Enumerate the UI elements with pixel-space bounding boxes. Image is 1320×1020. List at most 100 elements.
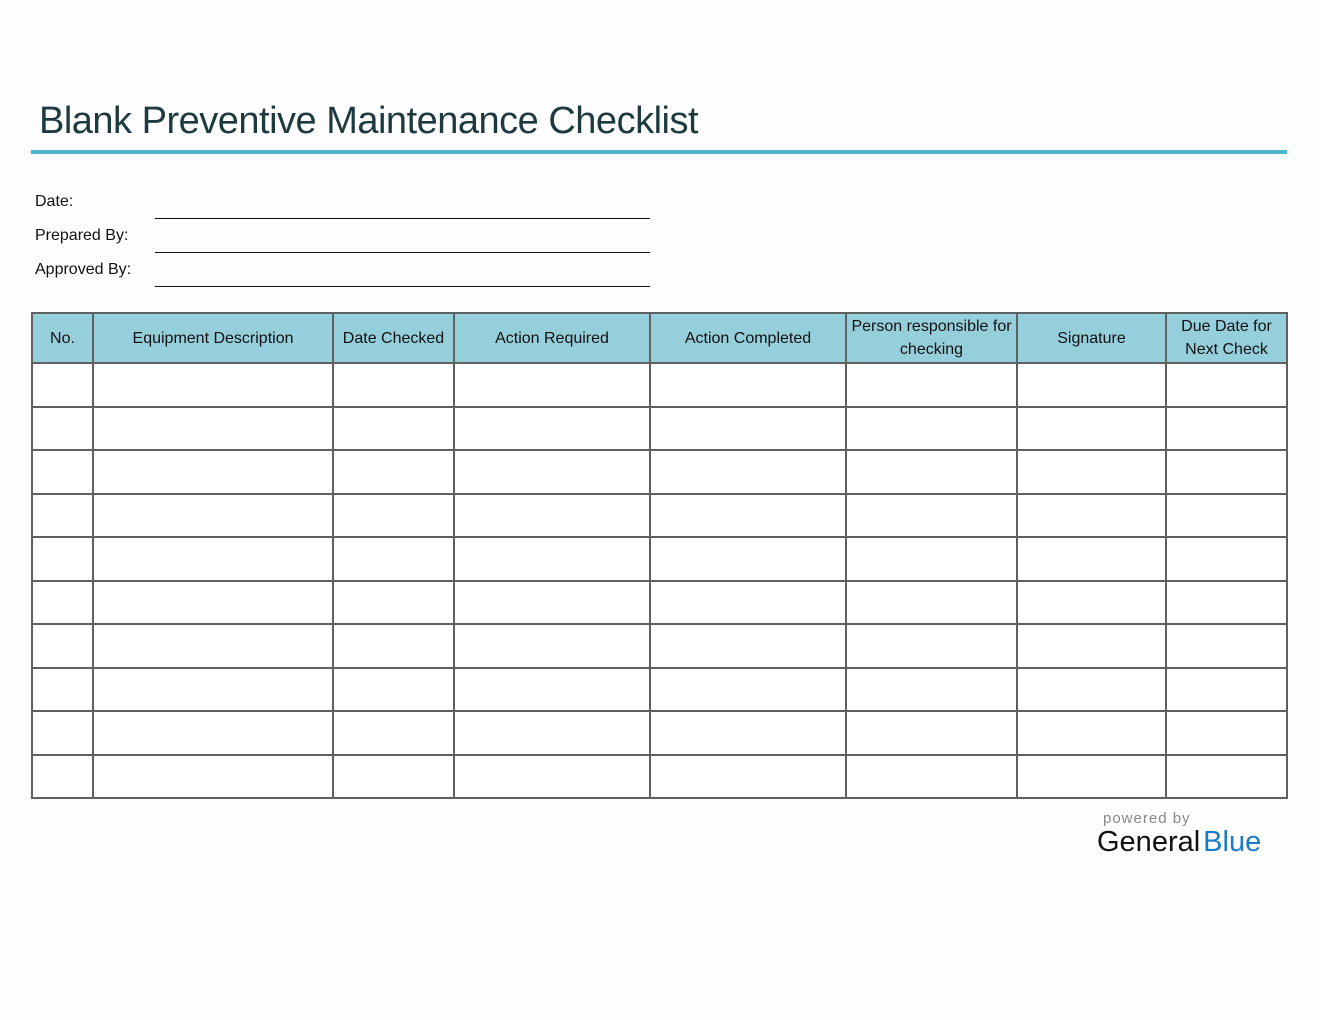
table-cell[interactable] <box>332 449 455 495</box>
table-cell[interactable] <box>1165 405 1288 451</box>
table-cell[interactable] <box>332 536 455 582</box>
table-cell[interactable] <box>92 579 334 625</box>
table-cell[interactable] <box>1165 579 1288 625</box>
table-cell[interactable] <box>1016 449 1167 495</box>
table-row <box>31 536 1288 582</box>
table-cell[interactable] <box>31 536 94 582</box>
table-cell[interactable] <box>453 492 651 538</box>
table-cell[interactable] <box>1165 666 1288 712</box>
table-cell[interactable] <box>649 623 847 669</box>
table-header-row: No. Equipment Description Date Checked Acti… <box>31 312 1288 364</box>
table-cell[interactable] <box>845 449 1018 495</box>
table-cell[interactable] <box>1016 579 1167 625</box>
table-cell[interactable] <box>453 579 651 625</box>
table-row <box>31 492 1288 538</box>
column-header: Date Checked <box>332 312 455 364</box>
table-cell[interactable] <box>649 362 847 408</box>
table-cell[interactable] <box>92 362 334 408</box>
table-cell[interactable] <box>92 536 334 582</box>
table-cell[interactable] <box>1016 492 1167 538</box>
table-cell[interactable] <box>453 362 651 408</box>
table-cell[interactable] <box>31 623 94 669</box>
table-cell[interactable] <box>31 579 94 625</box>
table-cell[interactable] <box>332 492 455 538</box>
table-cell[interactable] <box>332 579 455 625</box>
table-cell[interactable] <box>1165 753 1288 799</box>
approved-by-field[interactable] <box>155 286 650 287</box>
table-cell[interactable] <box>649 753 847 799</box>
table-cell[interactable] <box>453 405 651 451</box>
table-cell[interactable] <box>1016 405 1167 451</box>
table-cell[interactable] <box>649 710 847 756</box>
table-row <box>31 623 1288 669</box>
table-cell[interactable] <box>649 579 847 625</box>
table-cell[interactable] <box>1165 536 1288 582</box>
generalblue-logo: General Blue <box>1097 826 1261 859</box>
table-cell[interactable] <box>92 623 334 669</box>
table-cell[interactable] <box>92 666 334 712</box>
table-row <box>31 449 1288 495</box>
table-cell[interactable] <box>1016 666 1167 712</box>
table-cell[interactable] <box>453 623 651 669</box>
table-cell[interactable] <box>649 536 847 582</box>
table-cell[interactable] <box>649 492 847 538</box>
table-cell[interactable] <box>31 362 94 408</box>
table-cell[interactable] <box>845 362 1018 408</box>
table-cell[interactable] <box>1016 753 1167 799</box>
column-header: No. <box>31 312 94 364</box>
table-cell[interactable] <box>845 666 1018 712</box>
table-cell[interactable] <box>845 753 1018 799</box>
logo-blue: Blue <box>1203 826 1262 858</box>
table-cell[interactable] <box>92 492 334 538</box>
table-cell[interactable] <box>845 579 1018 625</box>
table-cell[interactable] <box>332 623 455 669</box>
table-cell[interactable] <box>649 405 847 451</box>
table-cell[interactable] <box>1165 449 1288 495</box>
title-underline <box>31 150 1287 154</box>
table-cell[interactable] <box>1016 623 1167 669</box>
table-cell[interactable] <box>332 753 455 799</box>
date-label: Date: <box>35 193 74 210</box>
table-cell[interactable] <box>1016 710 1167 756</box>
table-cell[interactable] <box>845 405 1018 451</box>
table-cell[interactable] <box>31 405 94 451</box>
table-cell[interactable] <box>649 449 847 495</box>
column-header: Signature <box>1016 312 1167 364</box>
date-field[interactable] <box>155 218 650 219</box>
table-cell[interactable] <box>845 623 1018 669</box>
table-cell[interactable] <box>453 666 651 712</box>
table-cell[interactable] <box>92 753 334 799</box>
approved-by-label: Approved By: <box>35 261 132 278</box>
table-row <box>31 753 1288 799</box>
table-cell[interactable] <box>332 362 455 408</box>
table-cell[interactable] <box>1165 710 1288 756</box>
table-cell[interactable] <box>845 536 1018 582</box>
column-header: Due Date for Next Check <box>1165 312 1288 364</box>
column-header: Action Completed <box>649 312 847 364</box>
table-cell[interactable] <box>332 666 455 712</box>
table-cell[interactable] <box>453 753 651 799</box>
table-cell[interactable] <box>453 449 651 495</box>
table-cell[interactable] <box>31 666 94 712</box>
table-cell[interactable] <box>1165 492 1288 538</box>
table-cell[interactable] <box>1016 362 1167 408</box>
table-cell[interactable] <box>649 666 847 712</box>
table-cell[interactable] <box>1165 623 1288 669</box>
table-cell[interactable] <box>453 710 651 756</box>
table-cell[interactable] <box>845 492 1018 538</box>
prepared-by-field[interactable] <box>155 252 650 253</box>
table-cell[interactable] <box>1016 536 1167 582</box>
table-cell[interactable] <box>1165 362 1288 408</box>
table-cell[interactable] <box>332 405 455 451</box>
table-cell[interactable] <box>332 710 455 756</box>
table-cell[interactable] <box>453 536 651 582</box>
table-row <box>31 362 1288 408</box>
table-cell[interactable] <box>31 710 94 756</box>
table-cell[interactable] <box>92 449 334 495</box>
table-cell[interactable] <box>92 710 334 756</box>
table-cell[interactable] <box>31 753 94 799</box>
table-cell[interactable] <box>845 710 1018 756</box>
table-cell[interactable] <box>92 405 334 451</box>
table-cell[interactable] <box>31 449 94 495</box>
table-cell[interactable] <box>31 492 94 538</box>
